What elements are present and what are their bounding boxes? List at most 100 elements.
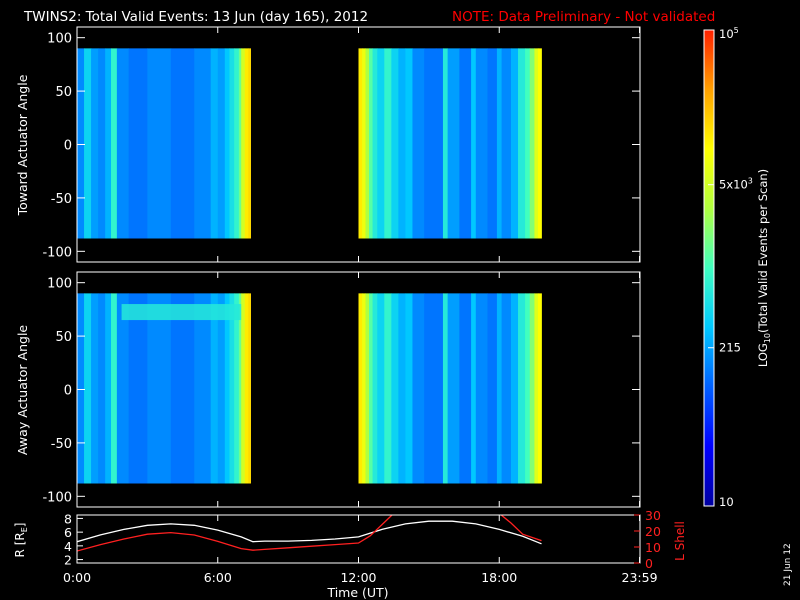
- heatmap-cell: [116, 48, 130, 239]
- x-axis-label: Time (UT): [326, 585, 388, 600]
- y-tick-label: 50: [55, 330, 72, 345]
- heatmap-cell: [518, 293, 526, 484]
- heatmap-cell: [475, 293, 488, 484]
- heatmap-cell: [510, 48, 519, 239]
- heatmap-cell: [84, 293, 92, 484]
- y-tick-label: 0: [64, 139, 72, 154]
- orbit-panel-frame: [76, 514, 641, 564]
- heatmap-cell: [405, 293, 413, 484]
- x-tick-label: 23:59: [622, 570, 658, 585]
- y-tick-label: 50: [55, 85, 72, 100]
- heatmap-cell: [224, 48, 230, 239]
- heatmap-cell: [510, 293, 519, 484]
- y-tick-label: -50: [51, 437, 72, 452]
- heatmap-cell: [487, 293, 498, 484]
- heatmap-cell: [111, 48, 118, 239]
- heatmap-cell: [372, 293, 378, 484]
- heatmap-cell: [98, 48, 106, 239]
- toward-y-ticks: 100 50 0 -50 -100: [42, 32, 640, 260]
- heatmap-cell: [525, 293, 531, 484]
- colorbar-gradient: [704, 30, 714, 506]
- heatmap-cell: [537, 293, 542, 484]
- heatmap-cell: [84, 48, 92, 239]
- x-tick-label: 0:00: [63, 570, 91, 585]
- heatmap-cell: [475, 48, 488, 239]
- heatmap-cell: [447, 48, 460, 239]
- heatmap-cell: [442, 293, 449, 484]
- heatmap-cell: [147, 48, 172, 239]
- heatmap-cell: [424, 293, 437, 484]
- heatmap-cell: [435, 48, 444, 239]
- heatmap-cell: [170, 293, 195, 484]
- heatmap-cell: [362, 48, 366, 239]
- heatmap-cell: [391, 293, 399, 484]
- orbit-right-tick-label: 10: [645, 540, 661, 555]
- heatmap-cell: [128, 293, 148, 484]
- x-tick-label: 6:00: [204, 570, 232, 585]
- heatmap-cell: [244, 293, 249, 484]
- heatmap-cell: [372, 48, 378, 239]
- orbit-line-l: [77, 515, 542, 552]
- orbit-left-tick-label: 4: [64, 539, 72, 554]
- heatmap-cell: [384, 48, 392, 239]
- heatmap-cell: [105, 293, 112, 484]
- colorbar-tick-label: 10: [719, 495, 734, 509]
- heatmap-cell: [471, 293, 477, 484]
- heatmap-cell: [398, 293, 406, 484]
- heatmap-cell: [194, 48, 212, 239]
- x-tick-label: 12:00: [340, 570, 376, 585]
- heatmap-cell: [537, 48, 542, 239]
- heatmap-cell: [487, 48, 498, 239]
- orbit-left-tick-label: 8: [64, 511, 72, 526]
- heatmap-cell: [111, 293, 118, 484]
- heatmap-cell: [224, 293, 230, 484]
- orbit-left-tick-label: 6: [64, 525, 72, 540]
- orbit-right-label: L Shell: [673, 521, 687, 561]
- heatmap-cell: [471, 48, 477, 239]
- heatmap-cell: [210, 48, 219, 239]
- orbit-right-tick-label: 0: [645, 556, 653, 571]
- heatmap-cell: [459, 48, 472, 239]
- heatmap-cell: [529, 48, 535, 239]
- heatmap-cell: [384, 293, 392, 484]
- away-heatmap: [77, 293, 542, 484]
- orbit-left-label: R [RE]: [13, 523, 29, 558]
- heatmap-cell: [244, 48, 249, 239]
- heatmap-cell: [128, 48, 148, 239]
- toward-y-label: Toward Actuator Angle: [15, 74, 30, 216]
- orbit-right-tick-label: 30: [645, 508, 661, 523]
- toward-heatmap: [77, 48, 542, 239]
- heatmap-cell: [435, 293, 444, 484]
- colorbar-label: LOG10(Total Valid Events per Scan): [756, 169, 772, 367]
- heatmap-cell: [229, 48, 235, 239]
- x-tick-label: 18:00: [481, 570, 517, 585]
- toward-panel: 100 50 0 -50 -100 Toward Actuator Angle: [15, 26, 641, 263]
- orbit-right-tick-label: 20: [645, 524, 661, 539]
- heatmap-cell: [358, 293, 363, 484]
- colorbar-tick-label: 5x103: [719, 177, 753, 192]
- heatmap-cell: [365, 48, 370, 239]
- y-tick-label: 100: [47, 32, 72, 47]
- heatmap-cell: [234, 48, 240, 239]
- heatmap-cell: [248, 48, 251, 239]
- away-y-label: Away Actuator Angle: [15, 325, 30, 456]
- heatmap-cell: [229, 293, 235, 484]
- heatmap-cell: [365, 293, 370, 484]
- y-tick-label: -50: [51, 192, 72, 207]
- heatmap-cell: [105, 48, 112, 239]
- heatmap-cell: [217, 48, 226, 239]
- heatmap-cell: [210, 293, 219, 484]
- preliminary-note: NOTE: Data Preliminary - Not validated: [452, 9, 715, 25]
- heatmap-cell: [170, 48, 195, 239]
- colorbar-ticks: 10 215 5x103 105: [708, 26, 753, 509]
- heatmap-cell: [412, 48, 425, 239]
- heatmap-cell: [459, 293, 472, 484]
- away-y-ticks: 100 50 0 -50 -100: [42, 277, 640, 505]
- heatmap-cell: [501, 293, 512, 484]
- heatmap-cell: [412, 293, 425, 484]
- heatmap-cell: [529, 293, 535, 484]
- heatmap-cell: [77, 48, 85, 239]
- heatmap-cell: [369, 293, 373, 484]
- heatmap-cell: [518, 48, 526, 239]
